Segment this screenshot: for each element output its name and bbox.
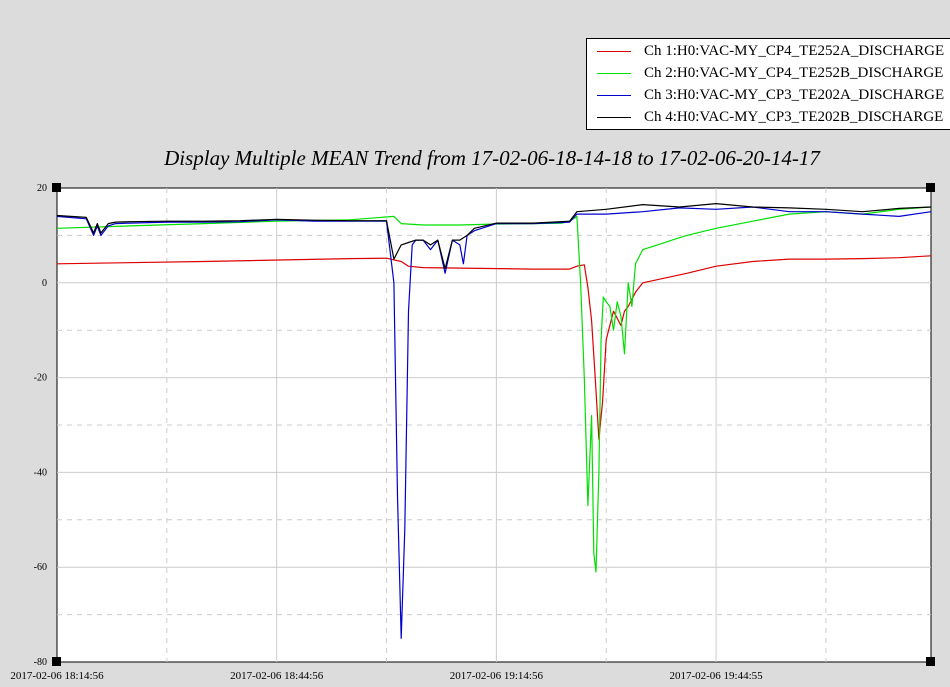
x-tick-label: 2017-02-06 18:14:56 (10, 670, 104, 682)
legend-item-ch2: Ch 2:H0:VAC-MY_CP4_TE252B_DISCHARGE (587, 63, 950, 85)
x-tick-label: 2017-02-06 18:44:56 (230, 670, 324, 682)
legend-label-ch3: Ch 3:H0:VAC-MY_CP3_TE202A_DISCHARGE (644, 87, 945, 103)
plot-area (56, 187, 932, 663)
y-tick-label: -40 (34, 467, 47, 478)
legend-swatch-ch2 (597, 73, 631, 74)
legend-item-ch3: Ch 3:H0:VAC-MY_CP3_TE202A_DISCHARGE (587, 85, 950, 107)
handle-top-left[interactable] (52, 183, 61, 192)
y-tick-label: -20 (34, 373, 47, 384)
legend-swatch-ch1 (597, 51, 631, 52)
legend-swatch-ch4 (597, 117, 631, 118)
y-tick-label: 20 (37, 183, 47, 194)
handle-bottom-left[interactable] (52, 657, 61, 666)
legend-item-ch1: Ch 1:H0:VAC-MY_CP4_TE252A_DISCHARGE (587, 41, 950, 63)
series-line-ch1 (56, 255, 932, 440)
y-tick-label: -80 (34, 657, 47, 668)
x-tick-label: 2017-02-06 19:44:55 (669, 670, 763, 682)
axis-ticks: 20 0 -20 -40 -60 -80 2017-02-06 18:14:56 2017-0… (10, 183, 763, 682)
handle-top-right[interactable] (926, 183, 935, 192)
x-tick-label: 2017-02-06 19:14:56 (450, 670, 544, 682)
series-lines (56, 203, 932, 639)
y-tick-label: 0 (42, 278, 47, 289)
series-line-ch2 (56, 206, 932, 573)
legend-label-ch4: Ch 4:H0:VAC-MY_CP3_TE202B_DISCHARGE (644, 109, 944, 125)
grid (57, 188, 931, 662)
y-tick-label: -60 (34, 562, 47, 573)
series-line-ch4 (56, 203, 932, 270)
chart-title: Display Multiple MEAN Trend from 17-02-0… (164, 146, 820, 170)
legend: Ch 1:H0:VAC-MY_CP4_TE252A_DISCHARGE Ch 2… (586, 38, 950, 130)
handle-bottom-right[interactable] (926, 657, 935, 666)
legend-label-ch1: Ch 1:H0:VAC-MY_CP4_TE252A_DISCHARGE (644, 43, 945, 59)
legend-swatch-ch3 (597, 95, 631, 96)
legend-item-ch4: Ch 4:H0:VAC-MY_CP3_TE202B_DISCHARGE (587, 107, 950, 129)
legend-label-ch2: Ch 2:H0:VAC-MY_CP4_TE252B_DISCHARGE (644, 65, 944, 81)
corner-handles[interactable] (52, 183, 935, 666)
